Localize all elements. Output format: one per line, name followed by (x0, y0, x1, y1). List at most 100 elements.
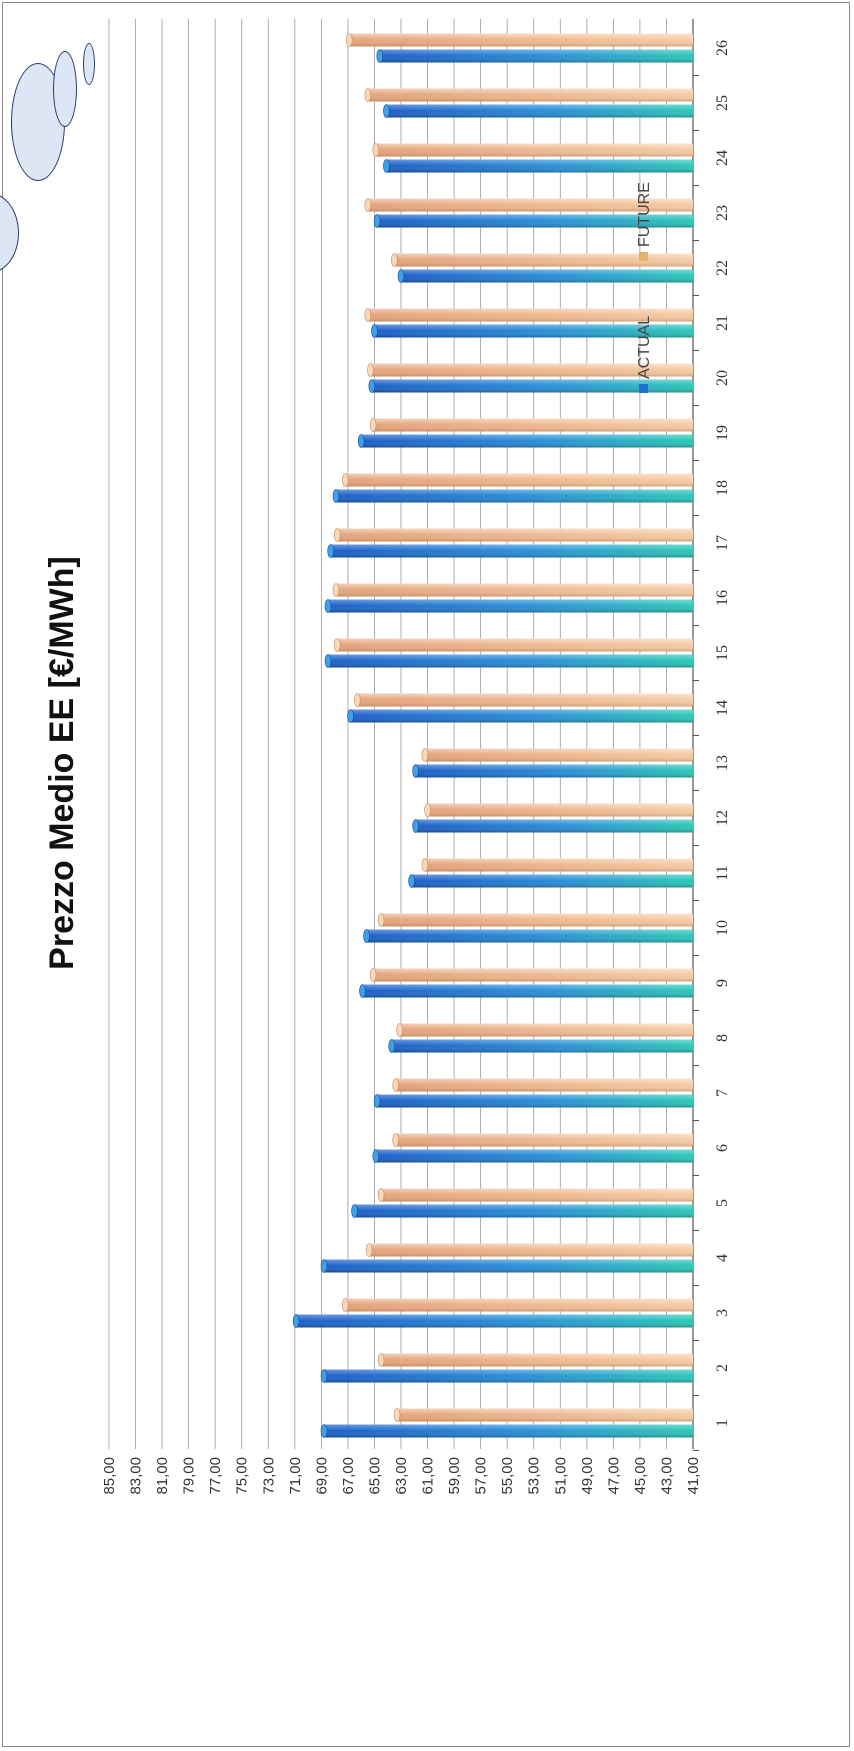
bar-future-shading (367, 88, 693, 102)
category-tick-label: 1 (714, 1419, 731, 1427)
value-tick-label: 81,00 (154, 1457, 171, 1495)
bar-actual-shading (377, 214, 693, 228)
legend: ACTUAL FUTURE (636, 182, 653, 393)
bar-future-cap (392, 1078, 399, 1092)
bar-actual-shading (401, 269, 693, 283)
bar-future-shading (424, 748, 693, 762)
bar-future-cap (365, 1243, 373, 1257)
value-tick-label: 45,00 (632, 1457, 649, 1495)
category-tick-label: 5 (714, 1199, 731, 1207)
bar-actual-cap (397, 269, 405, 283)
value-tick-label: 47,00 (605, 1457, 622, 1495)
value-tick-label: 75,00 (234, 1457, 251, 1495)
bar-future-cap (369, 968, 377, 982)
bar-actual-cap (373, 214, 381, 228)
bar-future-shading (395, 1078, 693, 1092)
bar-actual-cap (363, 929, 370, 943)
bar-future-shading (335, 583, 693, 597)
bar-future-shading (375, 143, 693, 157)
bar-actual-cap (372, 1149, 380, 1163)
category-tick-label: 8 (714, 1034, 731, 1042)
bar-future-shading (394, 253, 693, 267)
category-tick-label: 14 (714, 700, 731, 716)
bar-actual-cap (324, 654, 332, 668)
bar-future-shading (427, 803, 693, 817)
bar-actual-shading (415, 764, 693, 778)
bar-future-cap (377, 913, 385, 927)
bar-future-shading (349, 33, 693, 47)
bar-actual-cap (376, 49, 384, 63)
category-tick-label: 21 (714, 315, 731, 331)
bar-actual-cap (359, 984, 366, 998)
bar-future-shading (345, 473, 693, 487)
bar-actual-cap (371, 324, 378, 338)
bar-future-cap (377, 1188, 385, 1202)
category-tick-label: 22 (714, 260, 731, 276)
bar-future-shading (337, 638, 693, 652)
bar-future-cap (396, 1023, 403, 1037)
category-tick-label: 11 (714, 865, 731, 880)
bar-actual-shading (386, 104, 693, 118)
bar-future-shading (395, 1133, 693, 1147)
category-tick-label: 4 (714, 1254, 731, 1262)
bar-actual-cap (320, 1424, 328, 1438)
bar-future-cap (364, 198, 372, 212)
value-tick-label: 41,00 (685, 1457, 702, 1495)
bar-future-shading (399, 1023, 693, 1037)
value-tick-label: 43,00 (658, 1457, 675, 1495)
value-tick-label: 83,00 (128, 1457, 145, 1495)
bars (292, 33, 693, 1438)
value-tick-label: 55,00 (499, 1457, 516, 1495)
bar-future-shading (357, 693, 693, 707)
gridlines (108, 19, 699, 1451)
bar-future-cap (421, 748, 429, 762)
category-tick-label: 15 (714, 645, 731, 661)
bar-actual-shading (374, 324, 693, 338)
bar-future-cap (369, 418, 377, 432)
category-tick-label: 13 (714, 755, 731, 771)
bar-future-cap (377, 1353, 385, 1367)
value-tick-label: 71,00 (287, 1457, 304, 1495)
category-tick-label: 18 (714, 480, 731, 496)
value-tick-label: 77,00 (207, 1457, 224, 1495)
bar-actual-cap (327, 544, 334, 558)
bar-actual-shading (354, 1204, 693, 1218)
value-tick-label: 61,00 (420, 1457, 437, 1495)
bar-actual-shading (328, 654, 693, 668)
bar-future-cap (364, 308, 372, 322)
category-tick-label: 12 (714, 810, 731, 826)
value-tick-label: 67,00 (340, 1457, 357, 1495)
bar-future-cap (424, 803, 431, 817)
bar-future-shading (381, 1353, 693, 1367)
bar-future-cap (421, 858, 429, 872)
bar-actual-shading (328, 599, 693, 613)
bar-actual-cap (357, 434, 365, 448)
category-tick-label: 16 (714, 590, 731, 606)
bar-actual-shading (296, 1314, 693, 1328)
bar-future-cap (372, 143, 380, 157)
bar-actual-cap (292, 1314, 300, 1328)
bar-actual-shading (375, 1149, 693, 1163)
legend-swatch-actual (639, 384, 648, 393)
value-tick-label: 79,00 (181, 1457, 198, 1495)
bar-actual-cap (408, 874, 415, 888)
bar-future-cap (345, 33, 353, 47)
bar-future-cap (392, 1133, 399, 1147)
bar-actual-shading (391, 1039, 693, 1053)
value-tick-label: 65,00 (366, 1457, 383, 1495)
bar-actual-cap (320, 1369, 328, 1383)
bar-future-cap (393, 1408, 401, 1422)
bar-actual-shading (324, 1369, 693, 1383)
bar-actual-cap (373, 1094, 381, 1108)
bar-actual-cap (368, 379, 376, 393)
bar-future-shading (367, 198, 693, 212)
value-tick-label: 85,00 (101, 1457, 118, 1495)
bar-actual-shading (324, 1424, 693, 1438)
bar-actual-shading (324, 1259, 693, 1273)
bar-future-shading (397, 1408, 693, 1422)
bar-actual-cap (383, 104, 390, 118)
category-tick-label: 7 (714, 1089, 731, 1097)
bar-future-shading (345, 1298, 693, 1312)
bar-actual-cap (320, 1259, 328, 1273)
bar-actual-shading (362, 984, 693, 998)
